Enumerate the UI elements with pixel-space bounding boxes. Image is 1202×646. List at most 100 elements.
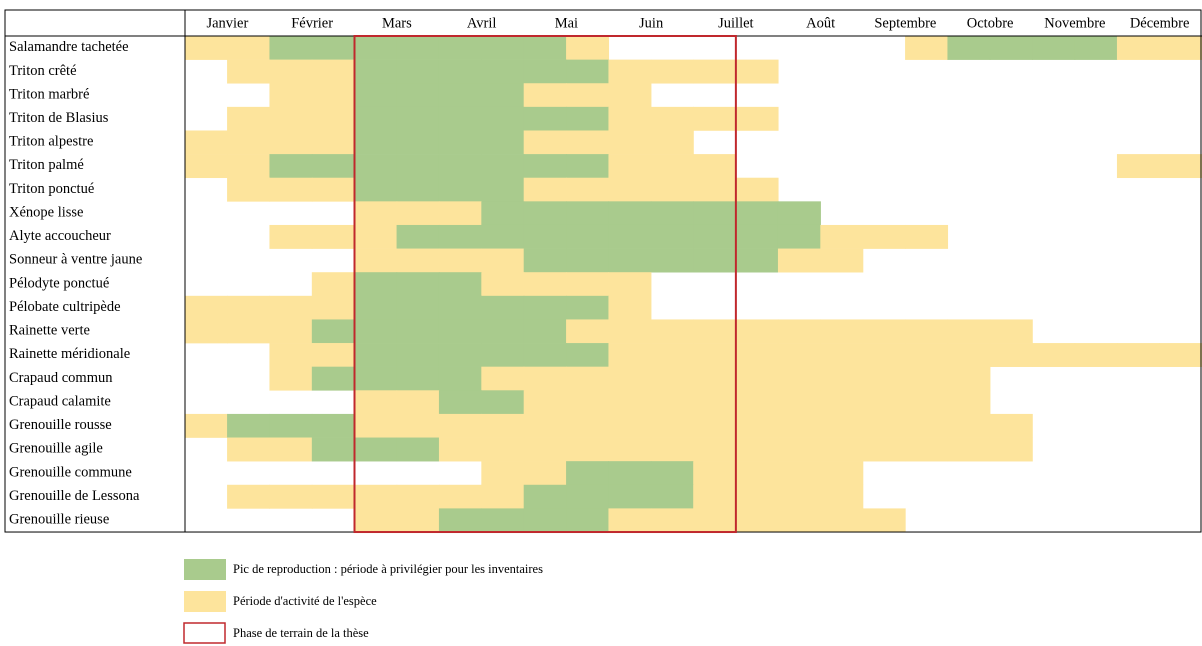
period-cell xyxy=(269,343,313,367)
period-cell xyxy=(227,106,271,131)
period-cell xyxy=(481,59,525,84)
period-cell xyxy=(438,248,482,273)
period-cell xyxy=(269,295,313,320)
period-cell xyxy=(311,413,355,438)
period-cell xyxy=(523,390,567,415)
period-cell xyxy=(396,201,440,226)
period-cell xyxy=(311,437,355,462)
period-cell xyxy=(311,224,355,249)
period-cell xyxy=(947,390,991,415)
period-cell xyxy=(735,343,779,367)
period-cell xyxy=(227,177,271,202)
period-cell xyxy=(396,130,440,155)
month-label: Février xyxy=(291,15,333,31)
period-cell xyxy=(438,201,482,226)
period-cell xyxy=(523,295,567,320)
period-cell xyxy=(269,224,313,249)
period-cell xyxy=(184,413,228,438)
period-cell xyxy=(227,413,271,438)
period-cell xyxy=(820,343,864,367)
period-cell xyxy=(523,83,567,108)
period-cell xyxy=(777,508,821,533)
period-cell xyxy=(566,272,610,297)
period-cell xyxy=(693,201,737,226)
species-label: Triton alpestre xyxy=(9,134,93,150)
period-cell xyxy=(481,177,525,202)
period-cell xyxy=(608,248,652,273)
period-cell xyxy=(396,366,440,391)
legend-swatch xyxy=(184,591,226,612)
period-cell xyxy=(777,343,821,367)
period-cell xyxy=(311,130,355,155)
period-cell xyxy=(438,343,482,367)
period-cell xyxy=(438,366,482,391)
legend-swatch xyxy=(183,622,226,644)
month-label: Mai xyxy=(555,15,578,31)
period-cell xyxy=(1159,36,1202,60)
period-cell xyxy=(650,59,694,84)
period-cell xyxy=(184,36,228,60)
period-cell xyxy=(566,413,610,438)
period-cell xyxy=(523,248,567,273)
period-cell xyxy=(693,366,737,391)
period-cell xyxy=(566,248,610,273)
period-cell xyxy=(523,59,567,84)
field-phase-box xyxy=(353,35,737,534)
period-cell xyxy=(1116,343,1160,367)
period-cell xyxy=(227,154,271,179)
period-cell xyxy=(735,461,779,486)
period-cell xyxy=(608,484,652,509)
period-cell xyxy=(777,437,821,462)
period-cell xyxy=(438,390,482,415)
species-label: Grenouille rousse xyxy=(9,417,112,433)
period-cell xyxy=(481,272,525,297)
period-cell xyxy=(777,248,821,273)
species-label: Triton palmé xyxy=(9,157,84,173)
period-cell xyxy=(396,36,440,60)
period-cell xyxy=(481,390,525,415)
period-cell xyxy=(735,224,779,249)
period-cell xyxy=(608,106,652,131)
period-cell xyxy=(905,413,949,438)
period-cell xyxy=(354,83,398,108)
period-cell xyxy=(396,413,440,438)
period-cell xyxy=(989,36,1033,60)
period-cell xyxy=(820,413,864,438)
period-cell xyxy=(1116,36,1160,60)
period-cell xyxy=(481,508,525,533)
period-cell xyxy=(481,106,525,131)
period-cell xyxy=(650,319,694,344)
period-cell xyxy=(523,413,567,438)
period-cell xyxy=(1032,36,1076,60)
month-label: Août xyxy=(806,15,835,31)
period-cell xyxy=(693,248,737,273)
legend-swatch xyxy=(184,559,226,580)
period-cell xyxy=(227,59,271,84)
period-cell xyxy=(650,437,694,462)
period-cell xyxy=(481,461,525,486)
month-label: Juin xyxy=(639,15,664,31)
period-cell xyxy=(608,319,652,344)
period-cell xyxy=(269,130,313,155)
period-cell xyxy=(566,390,610,415)
period-cell xyxy=(438,154,482,179)
period-cell xyxy=(396,59,440,84)
period-cell xyxy=(608,508,652,533)
period-cell xyxy=(735,319,779,344)
period-cell xyxy=(523,484,567,509)
period-cell xyxy=(269,36,313,60)
period-cell xyxy=(608,437,652,462)
period-cell xyxy=(989,343,1033,367)
legend-label: Pic de reproduction : période à privilég… xyxy=(233,562,543,576)
period-cell xyxy=(566,437,610,462)
period-cell xyxy=(184,295,228,320)
period-cell xyxy=(693,177,737,202)
period-cell xyxy=(481,201,525,226)
period-cell xyxy=(227,319,271,344)
period-cell xyxy=(566,201,610,226)
period-cell xyxy=(777,201,821,226)
period-cell xyxy=(523,154,567,179)
month-label: Septembre xyxy=(874,15,936,31)
period-cell xyxy=(905,390,949,415)
period-cell xyxy=(354,224,398,249)
